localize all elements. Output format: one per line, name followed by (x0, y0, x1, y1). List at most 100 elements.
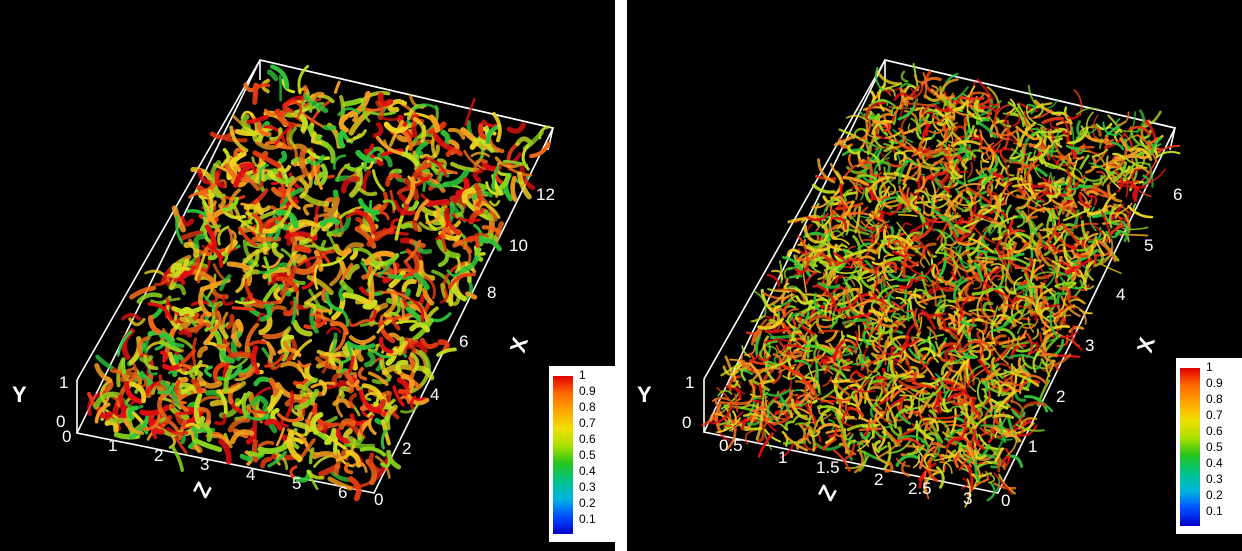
vortex-tube (864, 150, 881, 171)
vortex-tube (1130, 161, 1150, 169)
vortex-tube (791, 414, 808, 424)
vortex-tube (944, 240, 959, 246)
vortex-tube (1064, 257, 1093, 274)
vortex-tube (886, 431, 902, 447)
vortex-tube (351, 461, 368, 473)
vortex-tube (223, 367, 233, 393)
vortex-tube (333, 448, 348, 476)
vortex-tube (856, 436, 873, 452)
vortex-tube (952, 452, 960, 462)
vortex-tube (912, 453, 921, 469)
vortex-tube (871, 339, 880, 354)
vortex-tube (936, 466, 945, 489)
vortex-tube (955, 187, 971, 208)
vortex-tube (465, 235, 480, 248)
vortex-tube (472, 168, 484, 183)
vortex-tube (995, 239, 1003, 256)
vortex-tube (940, 289, 946, 315)
vortex-tube (292, 377, 311, 387)
vortex-tube (871, 264, 878, 291)
vortex-tube (121, 397, 144, 410)
vortex-tube (368, 309, 377, 322)
vortex-tube (1102, 192, 1117, 217)
vortex-tube (481, 119, 498, 128)
vortex-tube (871, 442, 890, 466)
vortex-tube (218, 194, 227, 209)
vortex-tube (937, 341, 947, 354)
vortex-tube (323, 196, 341, 220)
vortex-tube (465, 291, 478, 300)
x-tick-label: 0 (1001, 491, 1011, 510)
vortex-tube (286, 430, 303, 463)
vortex-tube (1123, 214, 1131, 234)
vortex-tube (436, 347, 457, 357)
vortex-tube (191, 337, 197, 366)
vortex-tube (238, 226, 258, 247)
vortex-tube (1037, 175, 1051, 194)
vortex-tube (922, 210, 935, 217)
vortex-structures (701, 62, 1181, 508)
vortex-tube (828, 427, 838, 438)
vortex-tube (306, 149, 330, 161)
vortex-tube (267, 389, 284, 411)
vortex-tube (904, 370, 917, 382)
vortex-tube (277, 412, 303, 423)
vortex-tube (1027, 257, 1033, 270)
vortex-tube (876, 445, 888, 453)
vortex-tube (440, 200, 460, 207)
vortex-tube (378, 115, 403, 121)
vortex-tube (995, 116, 1006, 124)
vortex-tube (892, 312, 902, 322)
z-tick-label: 2 (154, 446, 164, 465)
vortex-tube (797, 235, 808, 262)
vortex-tube (791, 330, 803, 342)
vortex-tube (901, 222, 912, 232)
vortex-tube (137, 335, 150, 355)
z-tick-label: 5 (292, 474, 302, 493)
vortex-tube (994, 342, 1016, 363)
vortex-tube (991, 236, 1004, 241)
vortex-tube (1042, 325, 1071, 335)
vortex-tube (910, 117, 922, 135)
vortex-tube (257, 121, 272, 137)
vortex-tube (242, 226, 263, 242)
vortex-tube (173, 266, 196, 283)
vortex-tube (885, 375, 907, 392)
vortex-tube (848, 153, 854, 168)
vortex-tube (380, 290, 411, 301)
z-tick-label: 4 (246, 465, 256, 484)
vortex-tube (795, 370, 808, 396)
right-visualization-panel: Y 1 0 0.5 1 1.5 2 2.5 3 Z 0 1 2 3 4 5 6 … (627, 0, 1242, 551)
vortex-tube (875, 70, 903, 86)
vortex-tube (1091, 148, 1109, 158)
vortex-tube (796, 437, 807, 450)
vortex-tube (811, 183, 836, 194)
vortex-tube (942, 170, 969, 185)
vortex-tube (1075, 252, 1089, 258)
vortex-tube (928, 370, 949, 385)
vortex-tube (993, 426, 1015, 436)
vortex-tube (1119, 165, 1131, 173)
vortex-tube (1036, 232, 1043, 249)
vortex-tube (337, 449, 354, 468)
vortex-tube (827, 419, 836, 431)
vortex-tube (873, 339, 888, 363)
vortex-tube (1080, 219, 1089, 241)
vortex-tube (400, 403, 419, 414)
vortex-tube (904, 404, 914, 419)
vortex-tube (1065, 144, 1081, 150)
vortex-tube (978, 129, 983, 152)
y-tick-label: 1 (685, 373, 695, 392)
vortex-tube (846, 166, 870, 175)
vortex-tube (311, 451, 343, 462)
vortex-tube (1101, 230, 1107, 243)
vortex-tube (198, 287, 212, 318)
legend-tick: 0.6 (1206, 424, 1223, 438)
vortex-tube (967, 210, 985, 223)
vortex-tube (860, 220, 880, 229)
vortex-tube (912, 381, 933, 389)
vortex-tube (849, 179, 859, 200)
vortex-tube (185, 422, 200, 430)
vortex-tube (829, 205, 834, 223)
vortex-tube (481, 225, 502, 234)
